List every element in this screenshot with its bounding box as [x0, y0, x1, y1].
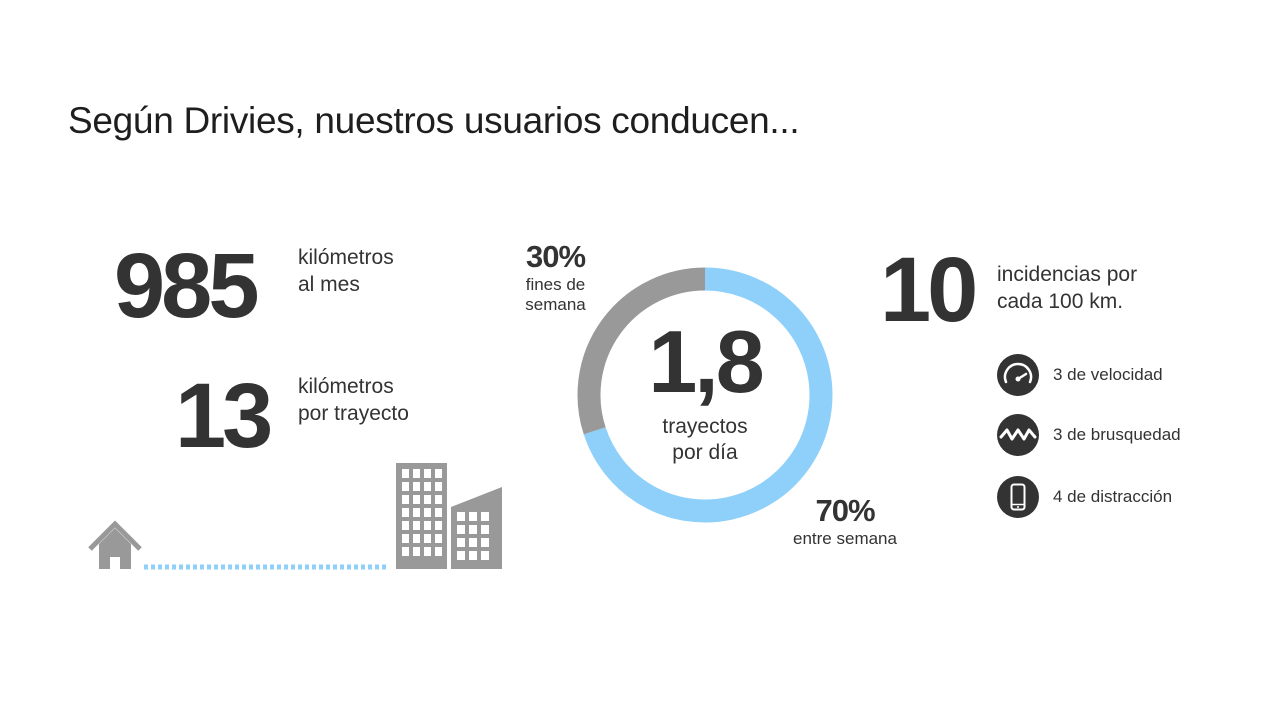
weekday-callout: 70% entre semana [780, 495, 910, 549]
incident-distraction-label: 4 de distracción [1053, 487, 1173, 506]
monthly-km-value: 985 [114, 235, 259, 337]
trip-km-label-line1: kilómetros [298, 375, 394, 398]
incident-harshness-row: 3 de brusquedad [997, 414, 1181, 456]
weekend-percent: 30% [525, 239, 586, 274]
weekend-callout: 30% fines de semana [508, 241, 603, 315]
speedometer-icon [997, 354, 1039, 396]
page-title: Según Drivies, nuestros usuarios conduce… [68, 100, 800, 141]
weekend-label-line1: fines de [525, 275, 586, 294]
incidents-value: 10 [880, 239, 978, 341]
zigzag-icon [997, 414, 1039, 456]
incident-distraction-row: 4 de distracción [997, 476, 1172, 518]
monthly-km-label-line1: kilómetros [298, 246, 394, 269]
trip-km-value: 13 [175, 365, 273, 467]
weekday-percent: 70% [815, 493, 875, 528]
trip-km-label: kilómetros por trayecto [298, 373, 409, 427]
trip-km-label-line2: por trayecto [298, 402, 409, 425]
trips-per-day-label-line1: trayectos [662, 415, 748, 438]
house-icon [88, 520, 142, 569]
monthly-km-label: kilómetros al mes [298, 244, 394, 298]
smartphone-icon [997, 476, 1039, 518]
weekday-label: entre semana [793, 529, 897, 548]
trips-donut-chart [577, 267, 833, 523]
buildings-icon [396, 463, 502, 569]
incidents-label-line2: cada 100 km. [997, 290, 1124, 313]
monthly-km-label-line2: al mes [298, 273, 360, 296]
incident-harshness-label: 3 de brusquedad [1053, 425, 1181, 444]
weekend-segment [577, 267, 706, 435]
donut-center: 1,8 trayectos por día [605, 318, 805, 466]
incidents-label-line1: incidencias por [997, 263, 1138, 286]
trips-per-day-label: trayectos por día [605, 414, 805, 466]
incidents-label: incidencias por cada 100 km. [997, 261, 1137, 315]
trips-per-day-value: 1,8 [648, 312, 764, 411]
incident-speed-label: 3 de velocidad [1053, 365, 1163, 384]
weekend-label-line2: semana [525, 295, 586, 314]
commute-illustration [88, 463, 502, 570]
weekday-segment [583, 267, 833, 523]
incident-speed-row: 3 de velocidad [997, 354, 1163, 396]
trips-per-day-label-line2: por día [672, 441, 738, 464]
